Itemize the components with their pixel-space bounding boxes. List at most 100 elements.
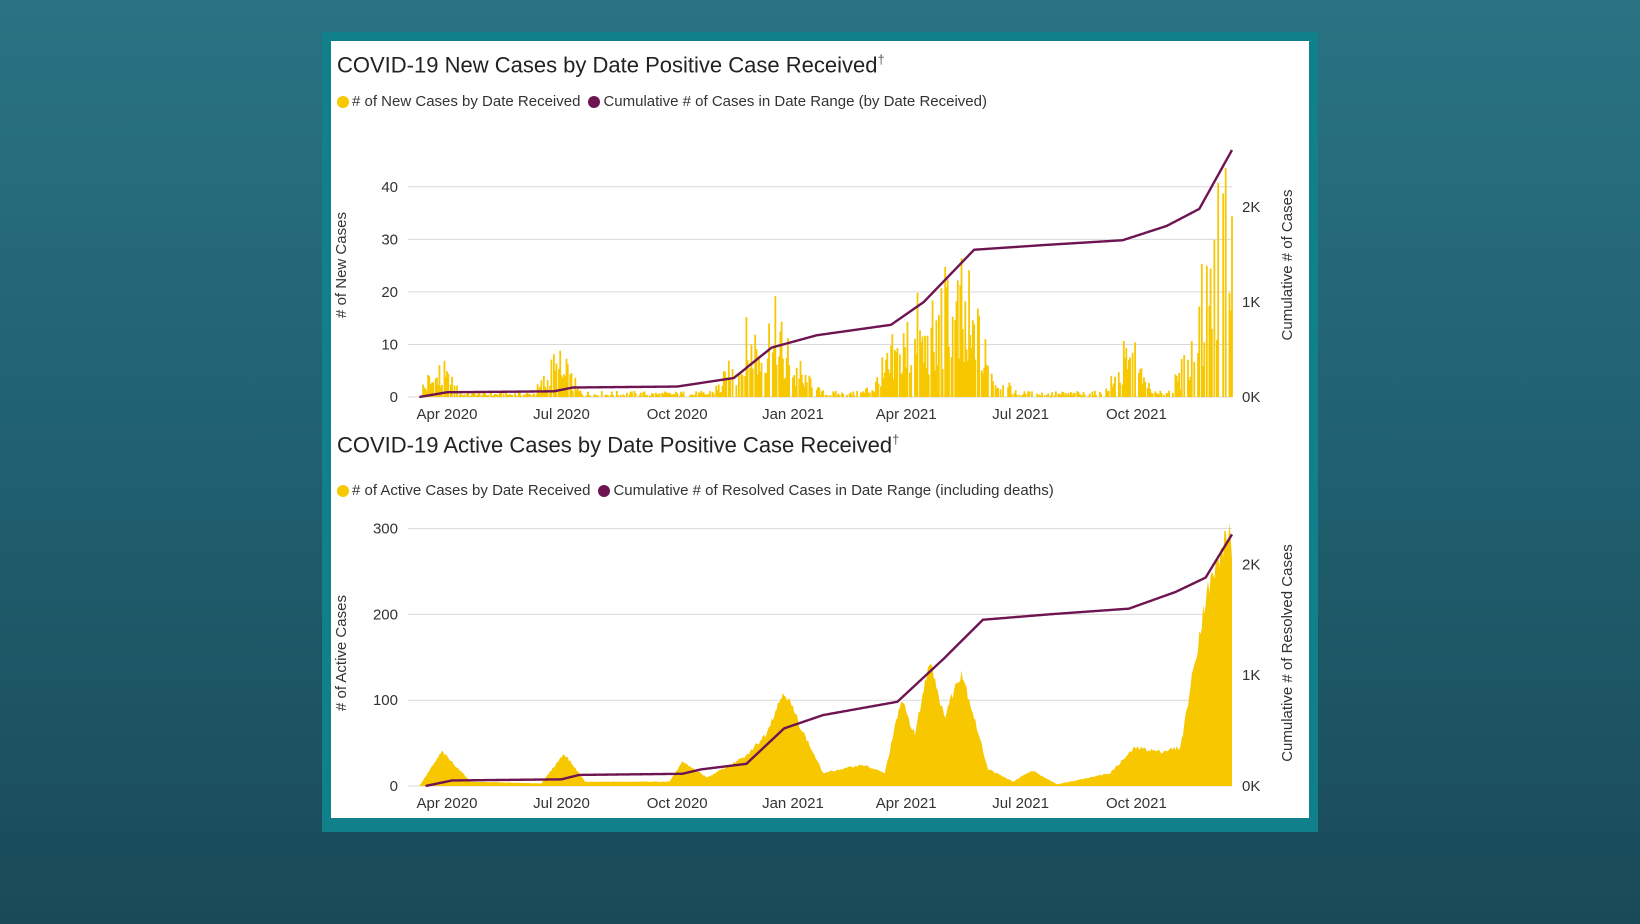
new-cases-bar [956,280,959,397]
new-cases-bar [1193,361,1196,397]
chart-title-text: COVID-19 Active Cases by Date Positive C… [337,432,893,458]
x-tick-label: Apr 2020 [417,406,478,423]
legend-item-line[interactable]: Cumulative # of Resolved Cases in Date R… [598,482,1054,499]
new-cases-bar [498,391,501,397]
new-cases-bar [541,390,544,397]
new-cases-bar [735,385,738,397]
new-cases-bar [515,395,518,397]
new-cases-bar [990,373,993,397]
new-cases-bar [491,395,494,397]
new-cases-bar [958,358,960,397]
x-tick-label: Apr 2021 [876,406,937,423]
new-cases-bar [1057,393,1060,397]
new-cases-bar [682,391,685,397]
new-cases-bar [1018,394,1021,397]
y2-tick-label: 0K [1242,389,1260,406]
new-cases-bar [657,393,660,397]
new-cases-bar [629,391,632,397]
new-cases-bar [768,323,770,397]
new-cases-bar [838,394,841,397]
new-cases-bar [910,365,913,397]
new-cases-bar [1189,376,1192,397]
new-cases-bar [898,354,901,397]
new-cases-bar [934,370,937,397]
new-cases-bar [467,391,470,397]
new-cases-bar [936,365,939,397]
new-cases-bar [909,372,911,397]
new-cases-bar [712,393,715,397]
new-cases-bar [756,374,759,397]
new-cases-bar [1024,393,1027,397]
new-cases-bar [905,367,908,397]
new-cases-bar [711,391,714,397]
new-cases-bar [1031,391,1033,397]
new-cases-bar [492,395,495,397]
legend-item-area[interactable]: # of Active Cases by Date Received [337,482,590,499]
x-tick-label: Jan 2021 [762,406,824,423]
new-cases-bar [980,370,983,397]
new-cases-bar [1175,375,1178,397]
new-cases-bar [888,373,891,397]
new-cases-bar [1148,383,1150,397]
new-cases-bar [787,338,789,397]
new-cases-bar [781,358,784,397]
new-cases-bar [876,377,879,397]
new-cases-bar [1138,373,1140,397]
new-cases-bar [652,393,655,397]
new-cases-bar [1061,391,1064,397]
new-cases-bar [978,316,981,397]
new-cases-bar [667,393,670,397]
new-cases-bar [832,391,835,397]
new-cases-bar [892,379,895,397]
y-tick-label: 10 [381,336,398,353]
new-cases-bar [1037,395,1040,397]
bar-series [422,168,1233,397]
new-cases-bar [593,394,596,397]
new-cases-bar [628,394,631,397]
new-cases-bar [883,372,886,397]
new-cases-bar [802,383,804,397]
new-cases-bar [691,394,694,397]
new-cases-bar [1155,393,1158,397]
legend-item-bars[interactable]: # of New Cases by Date Received [337,93,580,110]
new-cases-bar [638,395,641,397]
new-cases-bar [461,395,463,397]
new-cases-bar [564,376,567,397]
new-cases-bar [901,372,904,397]
legend-item-line[interactable]: Cumulative # of Cases in Date Range (by … [588,93,987,110]
new-cases-bar [931,300,934,397]
new-cases-bar [924,335,926,397]
new-cases-bar [778,356,781,397]
new-cases-bar [1144,382,1147,397]
new-cases-bar [1229,310,1232,397]
new-cases-bar [493,394,496,397]
new-cases-bar [709,391,711,397]
new-cases-bar [741,375,744,397]
new-cases-bar [877,383,880,397]
new-cases-bar [966,360,969,397]
new-cases-bar [594,394,597,397]
new-cases-bar [964,301,967,397]
new-cases-bar [1180,359,1183,397]
new-cases-bar [481,395,484,397]
new-cases-bar [922,363,925,397]
new-cases-bar [915,354,918,397]
new-cases-bar [658,393,661,397]
y-tick-label: 40 [381,179,398,196]
new-cases-bar [1154,391,1157,397]
new-cases-bar [1213,239,1216,397]
new-cases-bar [651,393,653,397]
new-cases-bar [441,384,443,397]
y-tick-label: 0 [390,778,398,795]
new-cases-bar [438,365,441,397]
new-cases-bar [429,384,432,397]
new-cases-bar [688,395,691,397]
new-cases-bar [662,393,665,397]
new-cases-bar [1092,395,1095,397]
new-cases-bar [648,395,651,397]
new-cases-bar [995,388,998,397]
new-cases-bar [1060,394,1062,397]
new-cases-bar [1171,392,1174,397]
new-cases-bar [1160,392,1163,397]
new-cases-bar [1051,392,1054,397]
